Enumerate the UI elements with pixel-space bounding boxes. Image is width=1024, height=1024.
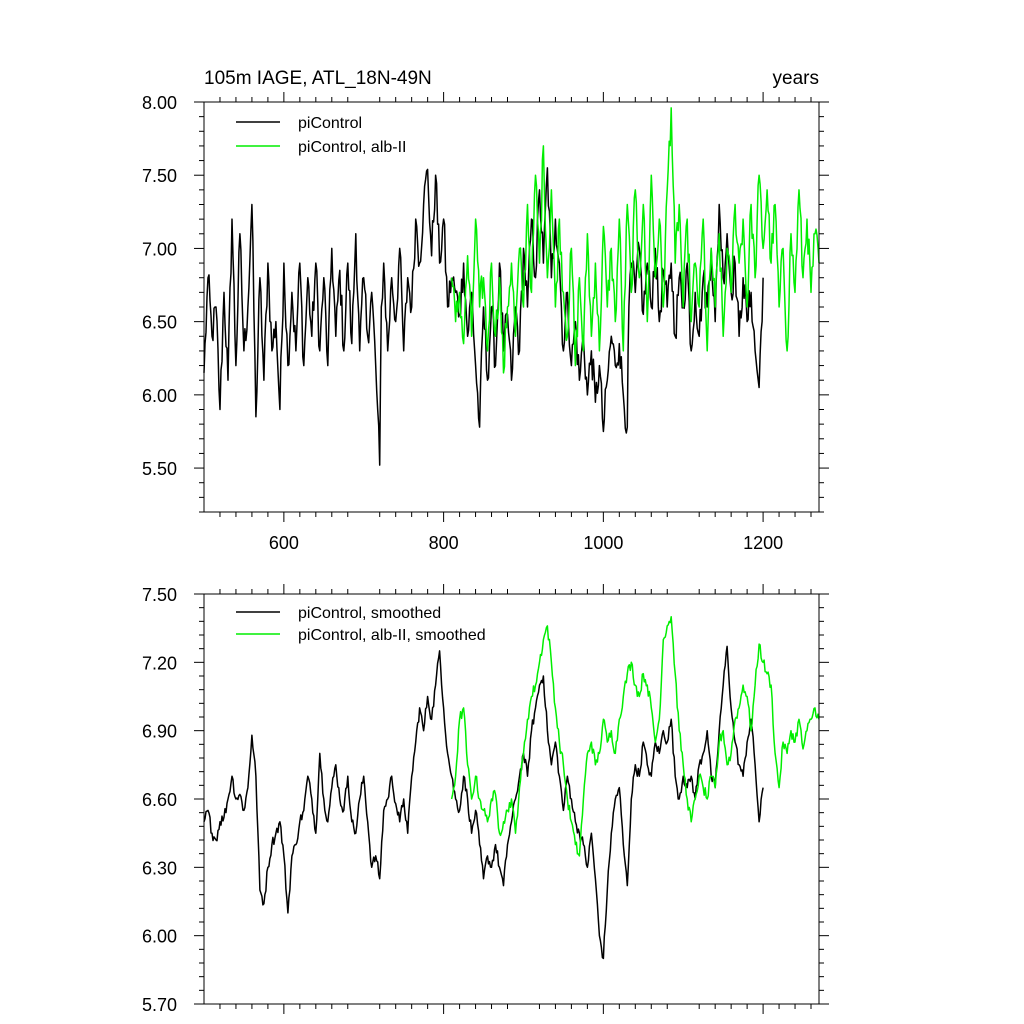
legend-label-picontrol: piControl <box>298 115 362 132</box>
y-tick-label: 6.30 <box>142 858 177 878</box>
bottom-panel-legend: piControl, smoothed piControl, alb-II, s… <box>236 605 486 644</box>
series-line-picontrol-smoothed <box>203 645 764 960</box>
y-tick-label: 7.50 <box>142 585 177 605</box>
top-panel-series <box>203 107 820 466</box>
bottom-panel: 5.70 6.00 6.30 6.60 6.90 7.20 7.50 piControl, … <box>142 584 829 1015</box>
legend-label-picontrol-alb-ii: piControl, alb-II <box>298 139 407 156</box>
top-panel-legend: piControl piControl, alb-II <box>236 115 407 156</box>
top-panel-frame <box>203 101 820 513</box>
series-line-picontrol-alb-ii-smoothed <box>450 616 820 857</box>
top-panel-title: 105m IAGE, ATL_18N-49N <box>204 68 432 89</box>
x-tick-label: 1200 <box>743 533 783 553</box>
series-line-picontrol-alb-ii <box>450 107 820 374</box>
x-tick-label: 600 <box>269 533 299 553</box>
y-tick-label: 5.50 <box>142 459 177 479</box>
y-tick-label: 7.00 <box>142 239 177 259</box>
y-tick-label: 6.00 <box>142 927 177 947</box>
top-panel-unit-label: years <box>773 68 819 89</box>
bottom-panel-series <box>203 616 820 960</box>
x-tick-label: 1000 <box>583 533 623 553</box>
top-panel-ticks: 600 800 1000 1200 5.50 6.00 6.50 7.00 7.50 8.00 <box>142 92 829 553</box>
x-tick-label: 800 <box>429 533 459 553</box>
legend-label-picontrol-alb-ii-smoothed: piControl, alb-II, smoothed <box>298 627 486 644</box>
y-tick-label: 7.50 <box>142 166 177 186</box>
y-tick-label: 6.60 <box>142 790 177 810</box>
legend-label-picontrol-smoothed: piControl, smoothed <box>298 605 441 622</box>
y-tick-label: 8.00 <box>142 93 177 113</box>
series-line-picontrol <box>203 168 453 466</box>
y-tick-label: 6.50 <box>142 313 177 333</box>
bottom-panel-ticks: 5.70 6.00 6.30 6.60 6.90 7.20 7.50 <box>142 584 829 1015</box>
y-tick-label: 6.90 <box>142 722 177 742</box>
y-tick-label: 7.20 <box>142 653 177 673</box>
top-panel: 105m IAGE, ATL_18N-49N years 600 800 1000 1… <box>142 68 829 553</box>
bottom-panel-frame <box>203 593 820 1005</box>
y-tick-label: 6.00 <box>142 386 177 406</box>
y-tick-label: 5.70 <box>142 995 177 1015</box>
